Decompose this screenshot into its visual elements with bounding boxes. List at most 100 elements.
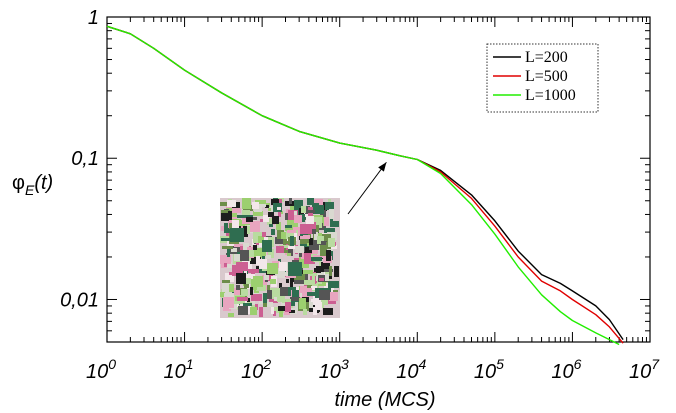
- inset-cell: [328, 281, 339, 288]
- inset-cell: [236, 273, 246, 284]
- y-axis-label-main: φ: [12, 172, 25, 194]
- inset-cell: [276, 222, 281, 230]
- inset-cell: [295, 246, 304, 253]
- inset-cell: [241, 289, 248, 296]
- inset-cell: [232, 208, 241, 213]
- y-tick-labels: 1 0,1 0,01: [60, 7, 99, 311]
- x-tick-label-exponent: 1: [186, 356, 194, 372]
- inset-cell: [275, 237, 283, 244]
- inset-cell: [327, 232, 337, 240]
- x-tick-label: 104: [396, 356, 426, 383]
- inset-cell: [287, 230, 296, 233]
- inset-cell: [288, 210, 298, 220]
- inset-cell: [317, 236, 324, 244]
- inset-cell: [222, 246, 233, 249]
- inset-cell: [307, 283, 314, 289]
- legend-label: L=1000: [525, 87, 576, 104]
- inset-cell: [260, 203, 266, 207]
- inset-cell: [267, 290, 272, 299]
- inset-cell: [267, 263, 278, 274]
- inset-cell: [243, 243, 249, 253]
- inset-cell: [324, 269, 333, 272]
- inset-cell: [321, 234, 331, 244]
- inset-cell: [248, 269, 259, 273]
- inset-cell: [262, 275, 265, 284]
- inset-cell: [303, 270, 313, 274]
- inset-cell: [244, 281, 249, 288]
- inset-cell: [227, 200, 236, 207]
- inset-cell: [288, 262, 302, 276]
- inset-cell: [243, 303, 252, 306]
- inset-cell: [263, 251, 266, 256]
- inset-cell: [247, 226, 250, 234]
- inset-cell: [285, 226, 293, 231]
- inset-cell: [263, 293, 267, 303]
- x-tick-label-base: 10: [474, 361, 496, 383]
- inset-cell: [313, 307, 317, 315]
- inset-cell: [307, 292, 316, 296]
- inset-cell: [325, 202, 334, 210]
- x-tick-label: 101: [164, 356, 194, 383]
- inset-cell: [262, 232, 266, 237]
- inset-cell: [314, 205, 324, 214]
- inset-cell: [290, 278, 293, 287]
- inset-cell: [264, 302, 273, 307]
- inset-cell: [330, 219, 333, 227]
- inset-cell: [221, 213, 229, 221]
- inset-cell: [321, 262, 330, 272]
- inset-cell: [268, 208, 271, 211]
- x-tick-label: 106: [551, 356, 581, 383]
- inset-cell: [282, 299, 291, 303]
- inset-cell: [278, 199, 282, 206]
- inset-cell: [325, 274, 329, 281]
- inset-cell: [229, 272, 234, 275]
- inset-cell: [312, 247, 318, 254]
- inset-cell: [277, 230, 284, 239]
- major-ticks: [106, 16, 651, 342]
- inset-cell: [285, 302, 291, 312]
- inset-cell: [254, 248, 264, 258]
- inset-cell: [256, 256, 260, 265]
- x-tick-label-base: 10: [241, 361, 263, 383]
- inset-cell: [237, 297, 248, 301]
- inset-cell: [295, 302, 298, 310]
- x-tick-label: 107: [629, 356, 660, 383]
- inset-cell: [266, 255, 271, 259]
- inset-cell: [272, 216, 279, 224]
- inset-cell: [328, 238, 335, 247]
- inset-cell: [294, 272, 305, 282]
- inset-cell: [253, 232, 262, 243]
- x-tick-label-base: 10: [86, 361, 108, 383]
- x-tick-label-base: 10: [551, 361, 573, 383]
- x-tick-label-exponent: 4: [419, 356, 427, 372]
- inset-cell: [253, 245, 257, 250]
- x-tick-label-exponent: 5: [496, 356, 504, 372]
- inset-cell: [292, 290, 299, 301]
- y-axis-label-sub: E: [25, 182, 35, 198]
- inset-cell: [289, 198, 292, 204]
- series-lines: [106, 25, 624, 346]
- inset-cell: [220, 292, 225, 297]
- x-tick-label-exponent: 2: [262, 356, 271, 372]
- inset-cell: [312, 275, 315, 286]
- inset-cell: [227, 249, 230, 257]
- inset-cell: [277, 207, 281, 210]
- x-tick-label: 105: [474, 356, 504, 383]
- inset-cell: [294, 280, 304, 284]
- inset-cell: [320, 245, 327, 256]
- inset-cell: [287, 220, 298, 228]
- inset-cell: [286, 279, 289, 283]
- inset-cell: [290, 236, 294, 246]
- inset-cell: [289, 310, 295, 313]
- legend-box: [486, 43, 599, 113]
- inset-cell: [300, 286, 307, 293]
- legend-label: L=500: [525, 68, 568, 85]
- inset-cell: [273, 311, 276, 316]
- inset-cell: [333, 221, 339, 227]
- inset-cell: [288, 246, 295, 249]
- inset-cell: [234, 244, 245, 247]
- inset-cell: [236, 285, 240, 290]
- inset-cell: [229, 284, 234, 292]
- inset-cell: [315, 302, 322, 310]
- x-tick-label: 103: [319, 356, 349, 383]
